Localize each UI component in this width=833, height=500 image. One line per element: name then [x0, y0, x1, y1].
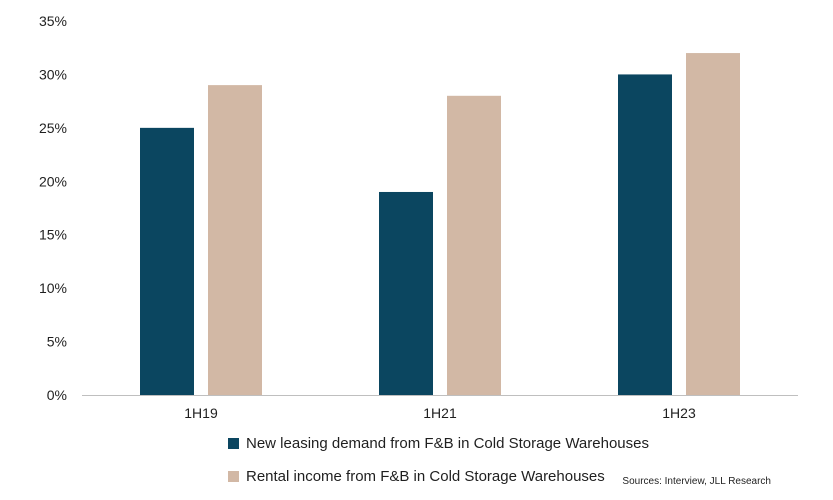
legend-swatch-rental-income [228, 471, 239, 482]
source-note: Sources: Interview, JLL Research [622, 476, 771, 487]
bar-rental-income-1h21 [447, 95, 501, 396]
x-tick-label: 1H23 [662, 405, 696, 421]
y-axis-ticks: 0% 5% 10% 15% 20% 25% 30% 35% [39, 13, 67, 403]
bar-new-leasing-demand-1h23 [618, 74, 672, 395]
legend-item-rental-income: Rental income from F&B in Cold Storage W… [228, 465, 649, 488]
legend-swatch-new-leasing-demand [228, 438, 239, 449]
y-tick-label: 10% [39, 280, 67, 296]
x-tick-label: 1H19 [184, 405, 218, 421]
bar-rental-income-1h19 [208, 85, 262, 395]
x-axis-ticks: 1H19 1H21 1H23 [184, 405, 696, 421]
legend-label-rental-income: Rental income from F&B in Cold Storage W… [246, 468, 605, 485]
y-tick-label: 30% [39, 66, 67, 82]
legend: New leasing demand from F&B in Cold Stor… [228, 432, 649, 498]
y-tick-label: 15% [39, 227, 67, 243]
bar-rental-income-1h23 [686, 53, 740, 396]
legend-label-new-leasing-demand: New leasing demand from F&B in Cold Stor… [246, 435, 649, 452]
y-tick-label: 20% [39, 173, 67, 189]
legend-item-new-leasing-demand: New leasing demand from F&B in Cold Stor… [228, 432, 649, 455]
x-tick-label: 1H21 [423, 405, 457, 421]
y-tick-label: 5% [47, 334, 67, 350]
bar-new-leasing-demand-1h19 [140, 127, 194, 395]
bar-new-leasing-demand-1h21 [379, 191, 433, 395]
y-tick-label: 35% [39, 13, 67, 29]
y-tick-label: 25% [39, 120, 67, 136]
y-tick-label: 0% [47, 387, 67, 403]
bar-group [140, 53, 740, 396]
